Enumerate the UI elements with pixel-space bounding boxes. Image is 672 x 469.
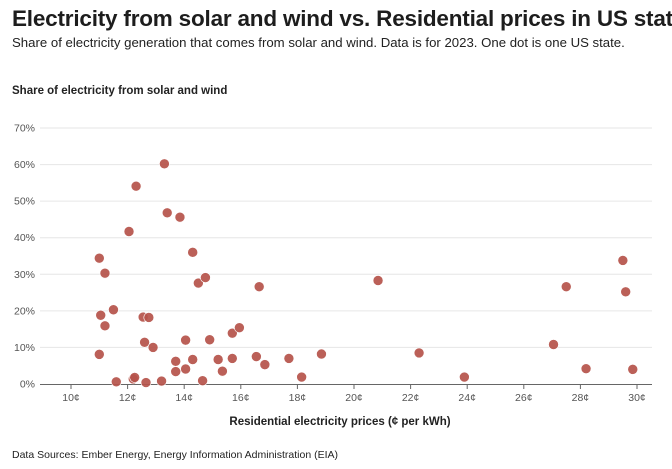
y-tick-label: 60%	[14, 159, 35, 171]
x-axis-ticks: 10¢ 12¢ 14¢ 16¢ 18¢ 20¢ 22¢ 24¢ 26¢ 28¢ 30¢	[62, 384, 646, 404]
data-point	[204, 334, 215, 346]
data-point	[159, 158, 170, 170]
x-tick-label: 14¢	[175, 392, 193, 404]
data-point	[108, 304, 119, 316]
x-tick-label: 30¢	[628, 392, 646, 404]
x-tick-label: 24¢	[458, 392, 476, 404]
data-point	[95, 309, 107, 321]
y-tick-label: 50%	[14, 196, 35, 208]
y-tick-label: 0%	[20, 379, 35, 391]
data-point	[129, 372, 140, 383]
data-point	[296, 371, 307, 383]
data-point	[94, 252, 105, 264]
data-point	[234, 322, 245, 333]
data-point	[187, 247, 198, 258]
y-tick-label: 10%	[14, 342, 35, 354]
data-point	[99, 320, 111, 332]
data-point	[227, 327, 238, 339]
y-axis-title: Share of electricity from solar and wind	[12, 85, 228, 97]
data-point	[627, 364, 639, 375]
x-tick-label: 28¢	[572, 392, 590, 404]
x-tick-label: 20¢	[345, 392, 363, 404]
data-point	[193, 277, 204, 289]
x-tick-label: 18¢	[289, 392, 307, 404]
y-tick-label: 30%	[14, 269, 35, 281]
data-point	[560, 281, 572, 293]
data-point	[94, 349, 105, 360]
x-tick-label: 10¢	[62, 392, 80, 404]
data-point	[174, 211, 186, 223]
data-point	[143, 312, 155, 323]
data-point	[130, 180, 142, 192]
data-point	[123, 226, 135, 237]
y-tick-label: 40%	[14, 232, 35, 244]
data-point	[217, 365, 228, 377]
data-point	[180, 334, 191, 346]
data-point	[372, 275, 384, 286]
data-points	[94, 158, 639, 388]
data-point	[197, 375, 208, 387]
data-point	[161, 207, 173, 219]
data-point	[580, 363, 592, 374]
data-point	[170, 356, 182, 367]
x-tick-label: 12¢	[119, 392, 137, 404]
data-point	[283, 353, 295, 364]
data-point	[413, 347, 425, 359]
data-point	[156, 375, 167, 387]
x-tick-label: 22¢	[402, 392, 420, 404]
data-point	[617, 255, 629, 266]
data-point	[170, 366, 182, 377]
data-point	[253, 281, 265, 293]
data-point	[187, 354, 198, 365]
data-point	[620, 286, 631, 298]
x-tick-label: 26¢	[515, 392, 533, 404]
x-tick-label: 16¢	[232, 392, 250, 404]
gridlines	[40, 127, 652, 348]
data-point	[140, 377, 152, 388]
data-point	[259, 359, 271, 370]
data-point	[139, 337, 150, 348]
data-sources: Data Sources: Ember Energy, Energy Infor…	[12, 449, 339, 461]
x-axis-title: Residential electricity prices (¢ per kW…	[229, 416, 450, 428]
data-point	[99, 267, 111, 279]
data-point	[110, 376, 122, 388]
data-point	[316, 348, 327, 360]
data-point	[147, 342, 159, 353]
data-point	[251, 351, 262, 362]
data-point	[180, 363, 191, 375]
chart-subtitle: Share of electricity generation that com…	[12, 35, 625, 50]
data-point	[548, 339, 559, 350]
y-tick-label: 20%	[14, 305, 35, 317]
y-axis-ticks: 0% 10% 20% 30% 40% 50% 60% 70%	[14, 123, 35, 391]
data-point	[212, 354, 224, 365]
data-point	[459, 371, 470, 383]
data-point	[227, 353, 238, 364]
y-tick-label: 70%	[14, 123, 35, 135]
data-point	[200, 272, 211, 283]
chart-title: Electricity from solar and wind vs. Resi…	[12, 6, 672, 31]
